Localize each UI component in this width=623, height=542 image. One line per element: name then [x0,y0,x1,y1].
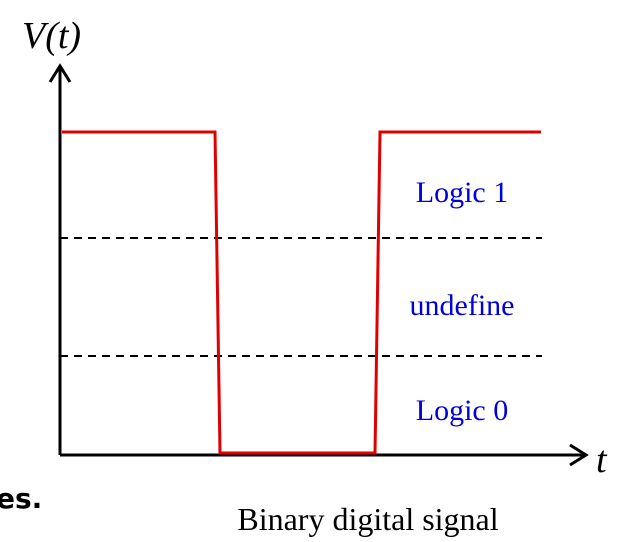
signal [62,130,541,455]
region-label: undefine [410,289,515,322]
region-label: Logic 0 [416,394,508,427]
side-text: es. [0,482,42,515]
x-axis-arrow [569,443,589,467]
y-axis-arrow [48,63,72,83]
y-axis-label: V(t) [22,15,81,57]
caption: Binary digital signal [237,501,498,537]
region-label: Logic 1 [416,176,508,209]
x-axis-label: t [596,439,608,481]
